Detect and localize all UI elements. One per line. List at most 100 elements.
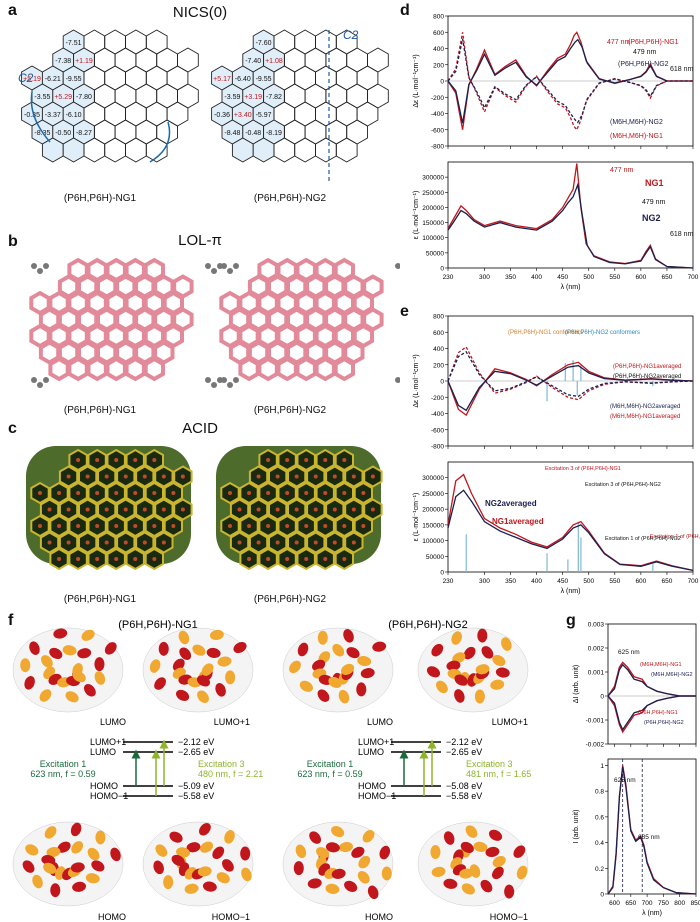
ng1-lumo1-lobe [225,670,236,685]
ng1-tbu-atom [205,263,211,269]
c2-label-left: C2 [18,71,34,85]
ng1-lumo1-lobe [217,656,232,667]
ng1-acid-current [76,524,81,528]
ng2-homo-lobe [339,841,353,853]
ng2-homo1-lobe [492,856,506,868]
ng2-hexagon [304,47,327,73]
ng2-acid-current [266,557,271,561]
ng2-tbu-atom [233,263,239,269]
ng2-lumo1-lobe [481,646,494,659]
ng2-lumo-lobe [341,663,355,676]
ng1-hexagon [125,137,147,163]
ng2-hexagon [367,83,389,109]
ng1-homo1-lobe [163,875,174,890]
e-bottom-ylabel: ε (L·mol⁻¹cm⁻¹) [413,493,420,542]
ng2-lumo-lobe [317,689,330,702]
ng1-tbu-atom [37,382,43,388]
ng2-lumo-lobe [317,630,328,645]
g-bottom-xtick-label: 850 [691,900,700,907]
f-ng2-lvl-lumo1: LUMO+1 [358,737,394,747]
e-bottom-ytick-label: 50000 [426,554,444,561]
g-top-annotation: (M6H,M6H)-NG2 [651,672,693,678]
ng2-lumo1-lobe [463,646,476,660]
f-ng2-exc3-title: Excitation 3 [466,759,513,769]
ng2-hexagon [294,137,316,163]
ng2-nics-value: +5.17 [213,76,231,83]
ng1-acid-current [66,540,71,545]
ng2-homo-lobe [331,868,346,879]
ng2-nics-value: -7.60 [256,40,272,47]
ng2-acid-current [275,474,280,479]
ng1-hexagon [125,65,147,91]
ng1-acid-current [66,507,71,512]
f-ng2-title: (P6H,P6H)-NG2 [388,619,467,631]
d-top-ylabel: Δε (L·mol⁻¹cm⁻¹) [413,54,420,107]
ng2-acid-current [313,474,318,479]
f-ng1-e-lumo1: −2.12 eV [178,737,214,747]
ng1-hexagon [145,101,168,127]
orbital-diagram: (P6H,P6H)-NG1 (P6H,P6H)-NG2 LUMO LUMO+1 … [12,619,531,922]
ng1-acid-current [57,557,62,561]
g-bottom-xtick-label: 700 [642,900,653,907]
ng2-tbu-atom [233,377,239,383]
g-bottom-xtick-label: 750 [658,900,669,907]
f-ng1-exc1-title: Excitation 1 [40,759,87,769]
ng1-lumo-lobe [39,689,52,702]
ng2-homo-lobe [357,871,370,884]
ng2-hexagon [315,29,337,55]
ng1-acid-current [66,474,71,479]
ng1-lol-ring [48,356,70,382]
ng1-homo1-lobe [153,860,164,875]
ng2-homo1-lobe [480,879,493,893]
ng1-hexagon [145,65,168,91]
ng1-lumo-lobe [20,658,31,673]
ng1-acid-current [114,491,119,495]
e-bottom-annotation: NG1averaged [492,517,544,526]
f-ng1-lvl-homo1: HOMO−1 [90,791,128,801]
ng2-lumo-lobe [343,629,354,643]
ng1-nics-value: -3.37 [45,112,61,119]
ng1-nics-value: +5.19 [23,76,41,83]
d-bottom-annotation: 477 nm [610,167,634,174]
f-ng2-e-homo1: −5.58 eV [446,791,482,801]
g-bottom-xlabel: λ (nm) [642,910,662,917]
f-ng2-exc3-detail: 481 nm, f = 1.65 [466,769,531,779]
d-bottom-xtick-label: 600 [635,274,646,281]
ng1-lumo-lobe [49,647,63,660]
ng2-homo-lobe [344,880,358,892]
ng1-lumo-lobe [81,629,95,641]
ng1-nics-value: -0.50 [55,130,71,137]
ng2-acid-current [370,474,375,479]
d-bottom-xtick-label: 300 [479,274,490,281]
ng1-homo-lobe [72,881,87,892]
ng1-nics-value: -9.55 [66,76,82,83]
ng1-homo1-lobe [186,842,201,853]
ng2-acid-current [313,507,318,512]
ng2-homo1-lobe [430,845,441,860]
ng1-acid-current [95,491,100,495]
e-bottom-xlabel: λ (nm) [561,588,581,595]
ng2-tbu-atom [227,268,233,274]
ng2-nics-value: -0.48 [245,130,261,137]
ng1-acid-current [104,507,109,512]
ng2-acid-current [285,491,290,495]
ng1-acid-current [142,540,147,545]
g-bottom-ytick-label: 0.8 [595,789,604,796]
ng1-acid-current [161,474,166,479]
ng1-lumo-lobe [83,684,96,697]
ng1-homo-lobe [110,847,121,862]
ng1-nics-value: -3.55 [34,94,50,101]
e-top-annotation: (M6H,M6H)-NG1averaged [610,414,680,420]
ng2-hexagon [294,29,316,55]
d-bottom-xtick-label: 500 [583,274,594,281]
ng2-homo-lobe [362,829,375,843]
d-bottom-xtick-label: 350 [505,274,516,281]
ng2-hexagon [346,47,368,73]
ng2-lumo-lobe [356,682,367,697]
ng1-acid-current [133,458,138,462]
ng1-hexagon [177,47,199,73]
ng1-hexagon [125,101,147,127]
ng2-nics-value: -8.19 [266,130,282,137]
ng1-acid-current [38,491,42,495]
ng1-homo-lobe [71,841,84,854]
